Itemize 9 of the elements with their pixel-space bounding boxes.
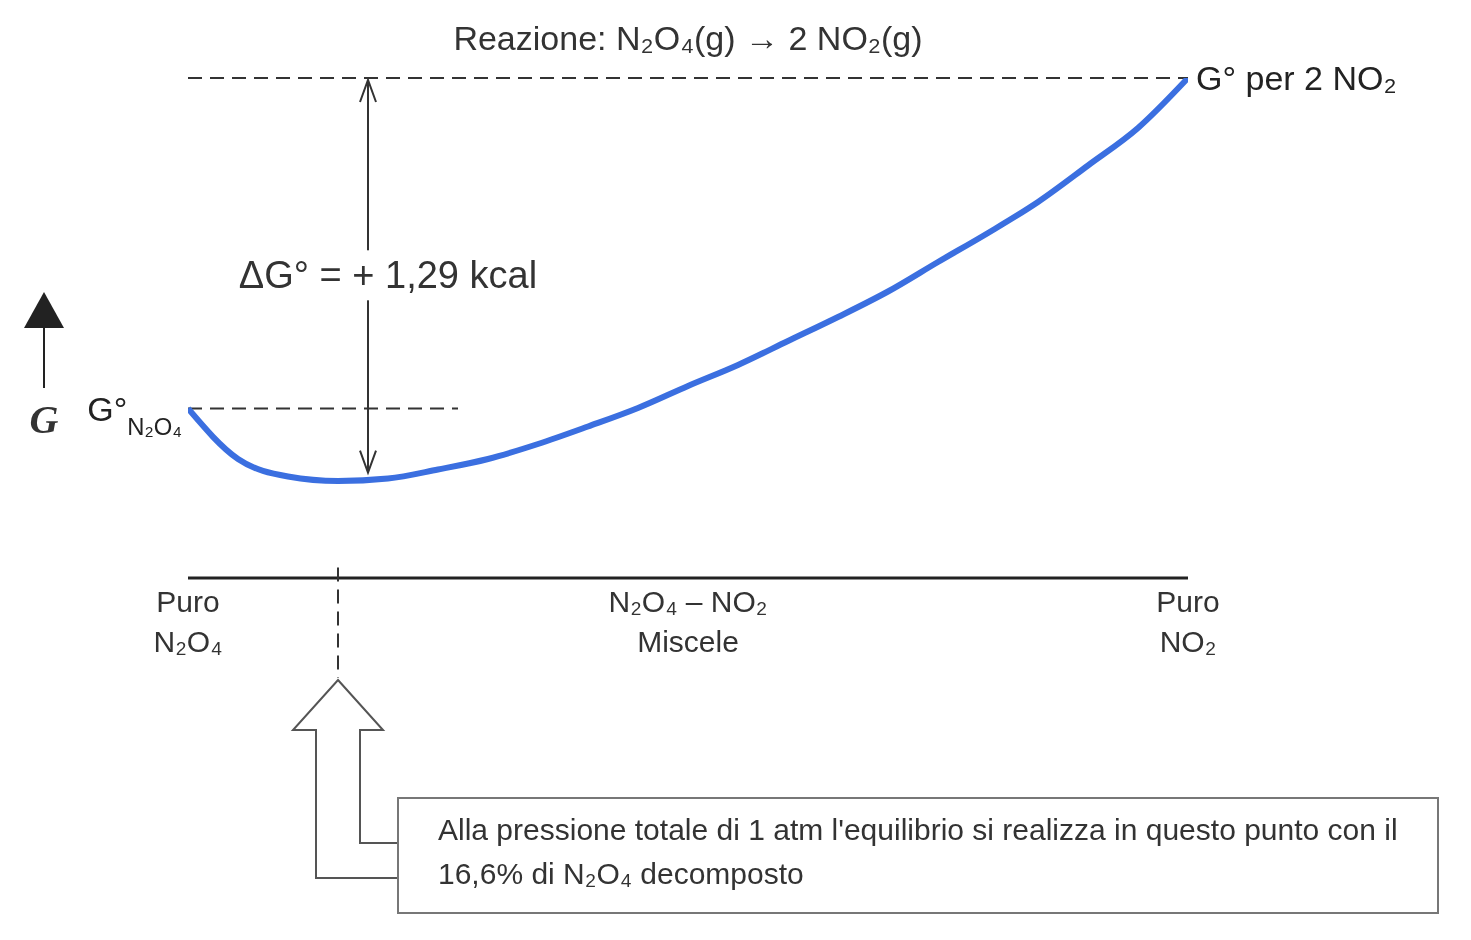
x-tick-label: Puro NO₂ [1156,585,1220,658]
y-axis-title: G [29,397,59,442]
x-tick-label: N₂O₄ – NO₂ Miscele [608,585,768,658]
ref-line-label: G° per 2 NO₂ [1196,59,1397,97]
text: Alla pressione totale di 1 atm l'equilibrio si realizza in questo punto con il 16,6% di N₂O₄ decomposto [438,812,1399,892]
chart-title: Reazione: N₂O₄(g) → 2 NO₂(g) [453,19,923,57]
x-tick-label: Puro N₂O₄ [153,585,223,658]
annotation: ΔG° = + 1,29 kcal [238,254,538,297]
ref-line-label: G°$_{N₂O₄}$ [87,389,182,439]
